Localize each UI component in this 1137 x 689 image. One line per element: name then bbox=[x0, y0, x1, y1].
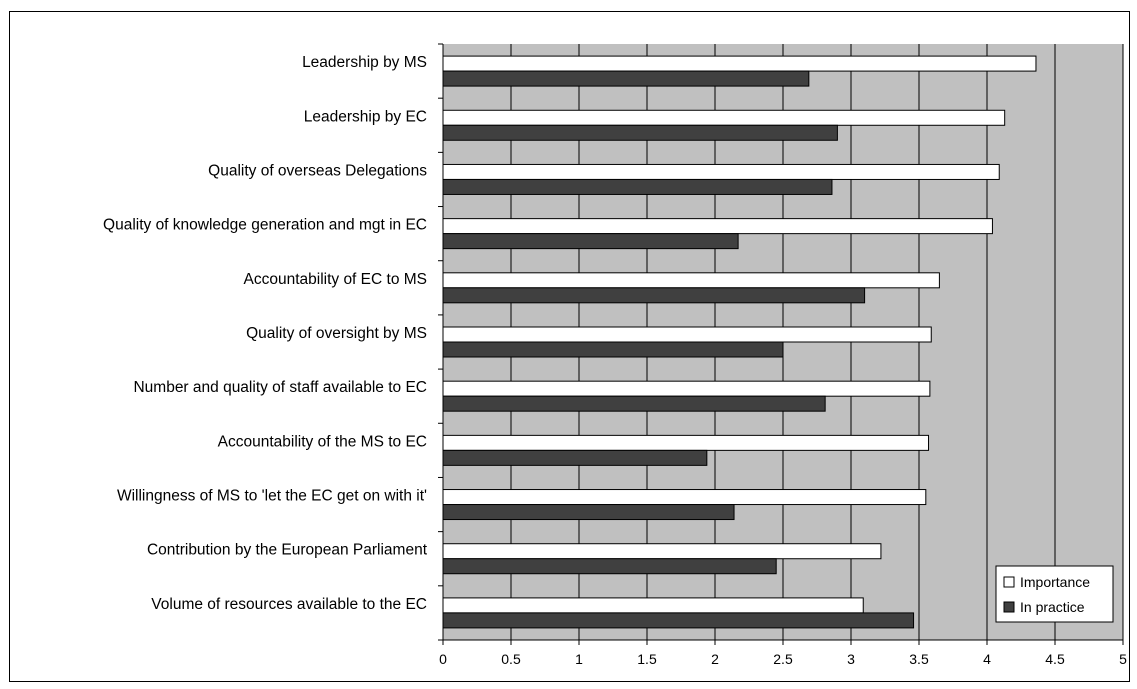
category-label: Quality of oversight by MS bbox=[246, 325, 427, 342]
category-label: Accountability of EC to MS bbox=[244, 271, 428, 288]
x-tick-label: 4.5 bbox=[1045, 651, 1065, 667]
legend-label-in-practice: In practice bbox=[1020, 599, 1085, 615]
bar-importance bbox=[442, 109, 1006, 126]
legend-box bbox=[995, 565, 1114, 623]
bar-importance bbox=[442, 218, 993, 235]
bar-importance bbox=[442, 434, 930, 451]
category-label: Quality of overseas Delegations bbox=[208, 162, 427, 179]
bar-in-practice bbox=[442, 449, 708, 466]
category-label: Leadership by MS bbox=[302, 54, 427, 71]
category-label: Accountability of the MS to EC bbox=[218, 433, 427, 450]
legend-swatch-in-practice bbox=[1003, 601, 1015, 613]
bar-in-practice bbox=[442, 612, 915, 629]
category-label: Leadership by EC bbox=[304, 108, 427, 125]
bar-in-practice bbox=[442, 124, 838, 141]
bar-importance bbox=[442, 380, 931, 397]
legend-swatch-importance bbox=[1003, 576, 1015, 588]
bar-importance bbox=[442, 272, 940, 289]
x-tick-label: 0.5 bbox=[501, 651, 521, 667]
category-label: Willingness of MS to 'let the EC get on … bbox=[117, 488, 427, 505]
bar-importance bbox=[442, 597, 864, 614]
x-tick-label: 2.5 bbox=[773, 651, 793, 667]
x-tick-label: 0 bbox=[439, 651, 447, 667]
x-tick-label: 1.5 bbox=[637, 651, 657, 667]
bar-importance bbox=[442, 543, 882, 560]
x-tick-label: 3 bbox=[847, 651, 855, 667]
x-tick-label: 5 bbox=[1119, 651, 1127, 667]
legend-label-importance: Importance bbox=[1020, 574, 1090, 590]
category-label: Number and quality of staff available to… bbox=[133, 379, 427, 396]
category-label: Volume of resources available to the EC bbox=[151, 596, 427, 613]
bar-in-practice bbox=[442, 341, 784, 358]
bar-in-practice bbox=[442, 178, 833, 195]
bar-in-practice bbox=[442, 233, 739, 250]
x-tick-label: 3.5 bbox=[909, 651, 929, 667]
bar-importance bbox=[442, 163, 1000, 180]
bar-importance bbox=[442, 489, 927, 506]
x-tick-label: 2 bbox=[711, 651, 719, 667]
category-label: Contribution by the European Parliament bbox=[147, 542, 428, 559]
bar-in-practice bbox=[442, 70, 810, 87]
bar-importance bbox=[442, 326, 932, 343]
bar-in-practice bbox=[442, 504, 735, 521]
bar-in-practice bbox=[442, 287, 866, 304]
bar-in-practice bbox=[442, 558, 777, 575]
legend: Importance In practice bbox=[995, 565, 1114, 623]
bar-importance bbox=[442, 55, 1037, 72]
x-tick-label: 4 bbox=[983, 651, 991, 667]
x-tick-label: 1 bbox=[575, 651, 583, 667]
category-label: Quality of knowledge generation and mgt … bbox=[103, 217, 427, 234]
bar-in-practice bbox=[442, 395, 826, 412]
